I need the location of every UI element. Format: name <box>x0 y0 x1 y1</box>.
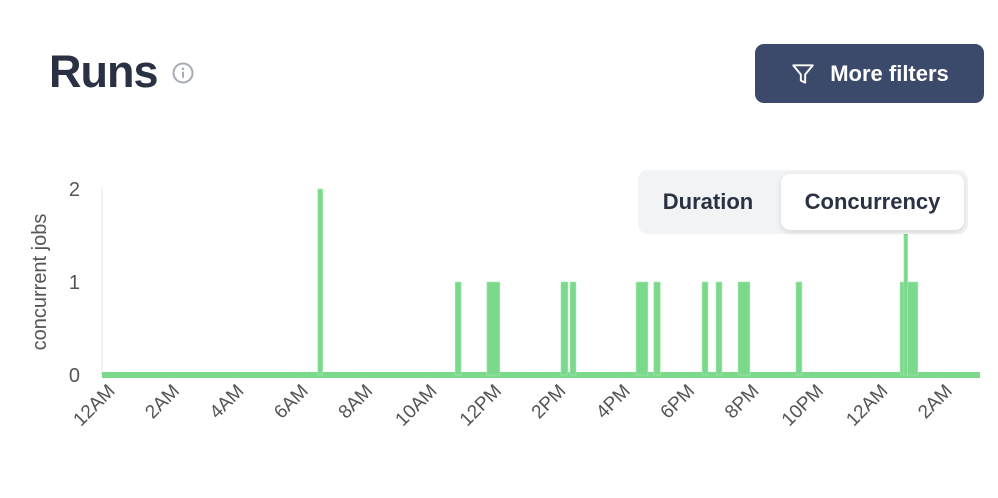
concurrency-bar <box>454 281 462 376</box>
concurrency-bar <box>907 281 919 376</box>
info-circle-icon[interactable] <box>172 62 194 84</box>
x-tick-label: 6AM <box>270 381 312 423</box>
concurrency-bar <box>635 281 649 376</box>
x-tick-label: 12AM <box>842 381 892 431</box>
x-tick-label: 12AM <box>70 381 120 431</box>
x-tick-label: 4PM <box>592 381 634 423</box>
concurrency-bar <box>737 281 751 376</box>
y-tick-label: 2 <box>69 179 80 201</box>
concurrency-bar <box>653 281 661 376</box>
funnel-icon <box>792 63 814 84</box>
concurrency-bar <box>560 281 569 376</box>
x-tick-label: 8AM <box>335 381 377 423</box>
x-tick-label: 4AM <box>206 381 248 423</box>
concurrency-bar <box>317 188 323 376</box>
x-tick-label: 12PM <box>456 381 506 431</box>
x-tick-label: 8PM <box>721 381 763 423</box>
tab-duration[interactable]: Duration <box>662 189 754 214</box>
concurrency-bar <box>715 281 723 376</box>
y-tick-label: 1 <box>69 272 80 294</box>
view-toggle: Duration Concurrency <box>638 170 968 234</box>
tab-concurrency[interactable]: Concurrency <box>781 174 964 230</box>
x-tick-label: 6PM <box>657 381 699 423</box>
y-tick-label: 0 <box>69 365 80 387</box>
more-filters-label: More filters <box>830 60 949 86</box>
x-tick-label: 2PM <box>528 381 570 423</box>
x-tick-label: 2AM <box>914 381 956 423</box>
concurrency-bar <box>701 281 709 376</box>
y-axis-label: concurrent jobs <box>29 214 51 351</box>
x-tick-label: 10AM <box>392 381 442 431</box>
baseline-series <box>102 372 980 378</box>
concurrency-bar <box>899 281 905 376</box>
x-tick-label: 10PM <box>778 381 828 431</box>
concurrency-bar <box>486 281 501 376</box>
more-filters-button[interactable]: More filters <box>755 44 984 103</box>
concurrency-bar <box>569 281 577 376</box>
x-tick-label: 2AM <box>141 381 183 423</box>
page-title: Runs <box>49 46 158 97</box>
concurrency-bar <box>795 281 803 376</box>
